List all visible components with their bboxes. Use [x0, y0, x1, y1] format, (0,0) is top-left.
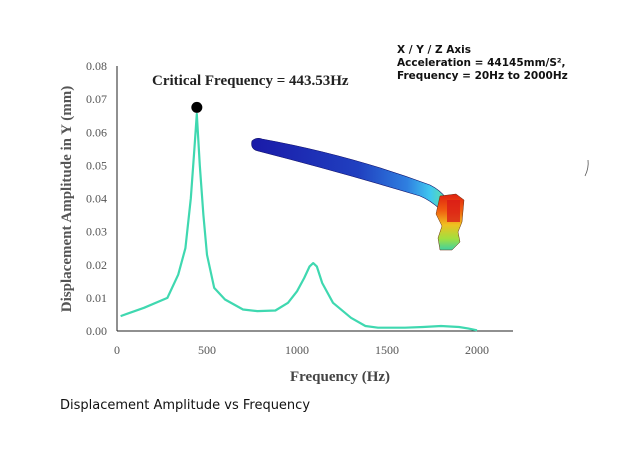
x-tick-label: 500	[198, 343, 216, 357]
y-tick-labels: 0.00 0.01 0.02 0.03 0.04 0.05 0.06 0.07 0.08	[86, 59, 107, 338]
info-axis-line: X / Y / Z Axis	[397, 44, 472, 56]
y-tick-label: 0.07	[86, 92, 107, 106]
load-info-box: X / Y / Z Axis Acceleration = 44145mm/S²…	[397, 44, 568, 83]
chart-axes	[116, 66, 513, 332]
y-tick-label: 0.00	[86, 324, 107, 338]
info-acceleration-line: Acceleration = 44145mm/S²,	[397, 57, 566, 69]
y-tick-label: 0.06	[86, 125, 107, 139]
y-tick-label: 0.02	[86, 258, 107, 272]
beam-body	[251, 138, 447, 211]
x-tick-label: 2000	[465, 343, 489, 357]
critical-frequency-point	[191, 101, 203, 113]
critical-frequency-annotation: Critical Frequency = 443.53Hz	[152, 73, 349, 89]
series-line-displacement	[120, 112, 478, 332]
y-tick-label: 0.04	[86, 192, 107, 206]
y-axis-label: Displacement Amplitude in Y (mm)	[59, 86, 75, 312]
y-tick-label: 0.01	[86, 291, 107, 305]
y-tick-label: 0.05	[86, 158, 107, 172]
x-tick-label: 0	[114, 343, 120, 357]
y-tick-label: 0.03	[86, 225, 107, 239]
x-tick-label: 1000	[285, 343, 309, 357]
x-tick-label: 1500	[375, 343, 399, 357]
beam-end-highlight	[447, 200, 460, 222]
beam-deformation-illustration	[251, 138, 465, 251]
y-tick-label: 0.08	[86, 59, 107, 73]
edge-mark	[584, 159, 589, 177]
x-axis-label: Frequency (Hz)	[290, 369, 390, 385]
x-tick-labels: 0 500 1000 1500 2000	[114, 343, 489, 357]
figure-caption: Displacement Amplitude vs Frequency	[60, 398, 311, 413]
info-frequency-line: Frequency = 20Hz to 2000Hz	[397, 70, 568, 82]
